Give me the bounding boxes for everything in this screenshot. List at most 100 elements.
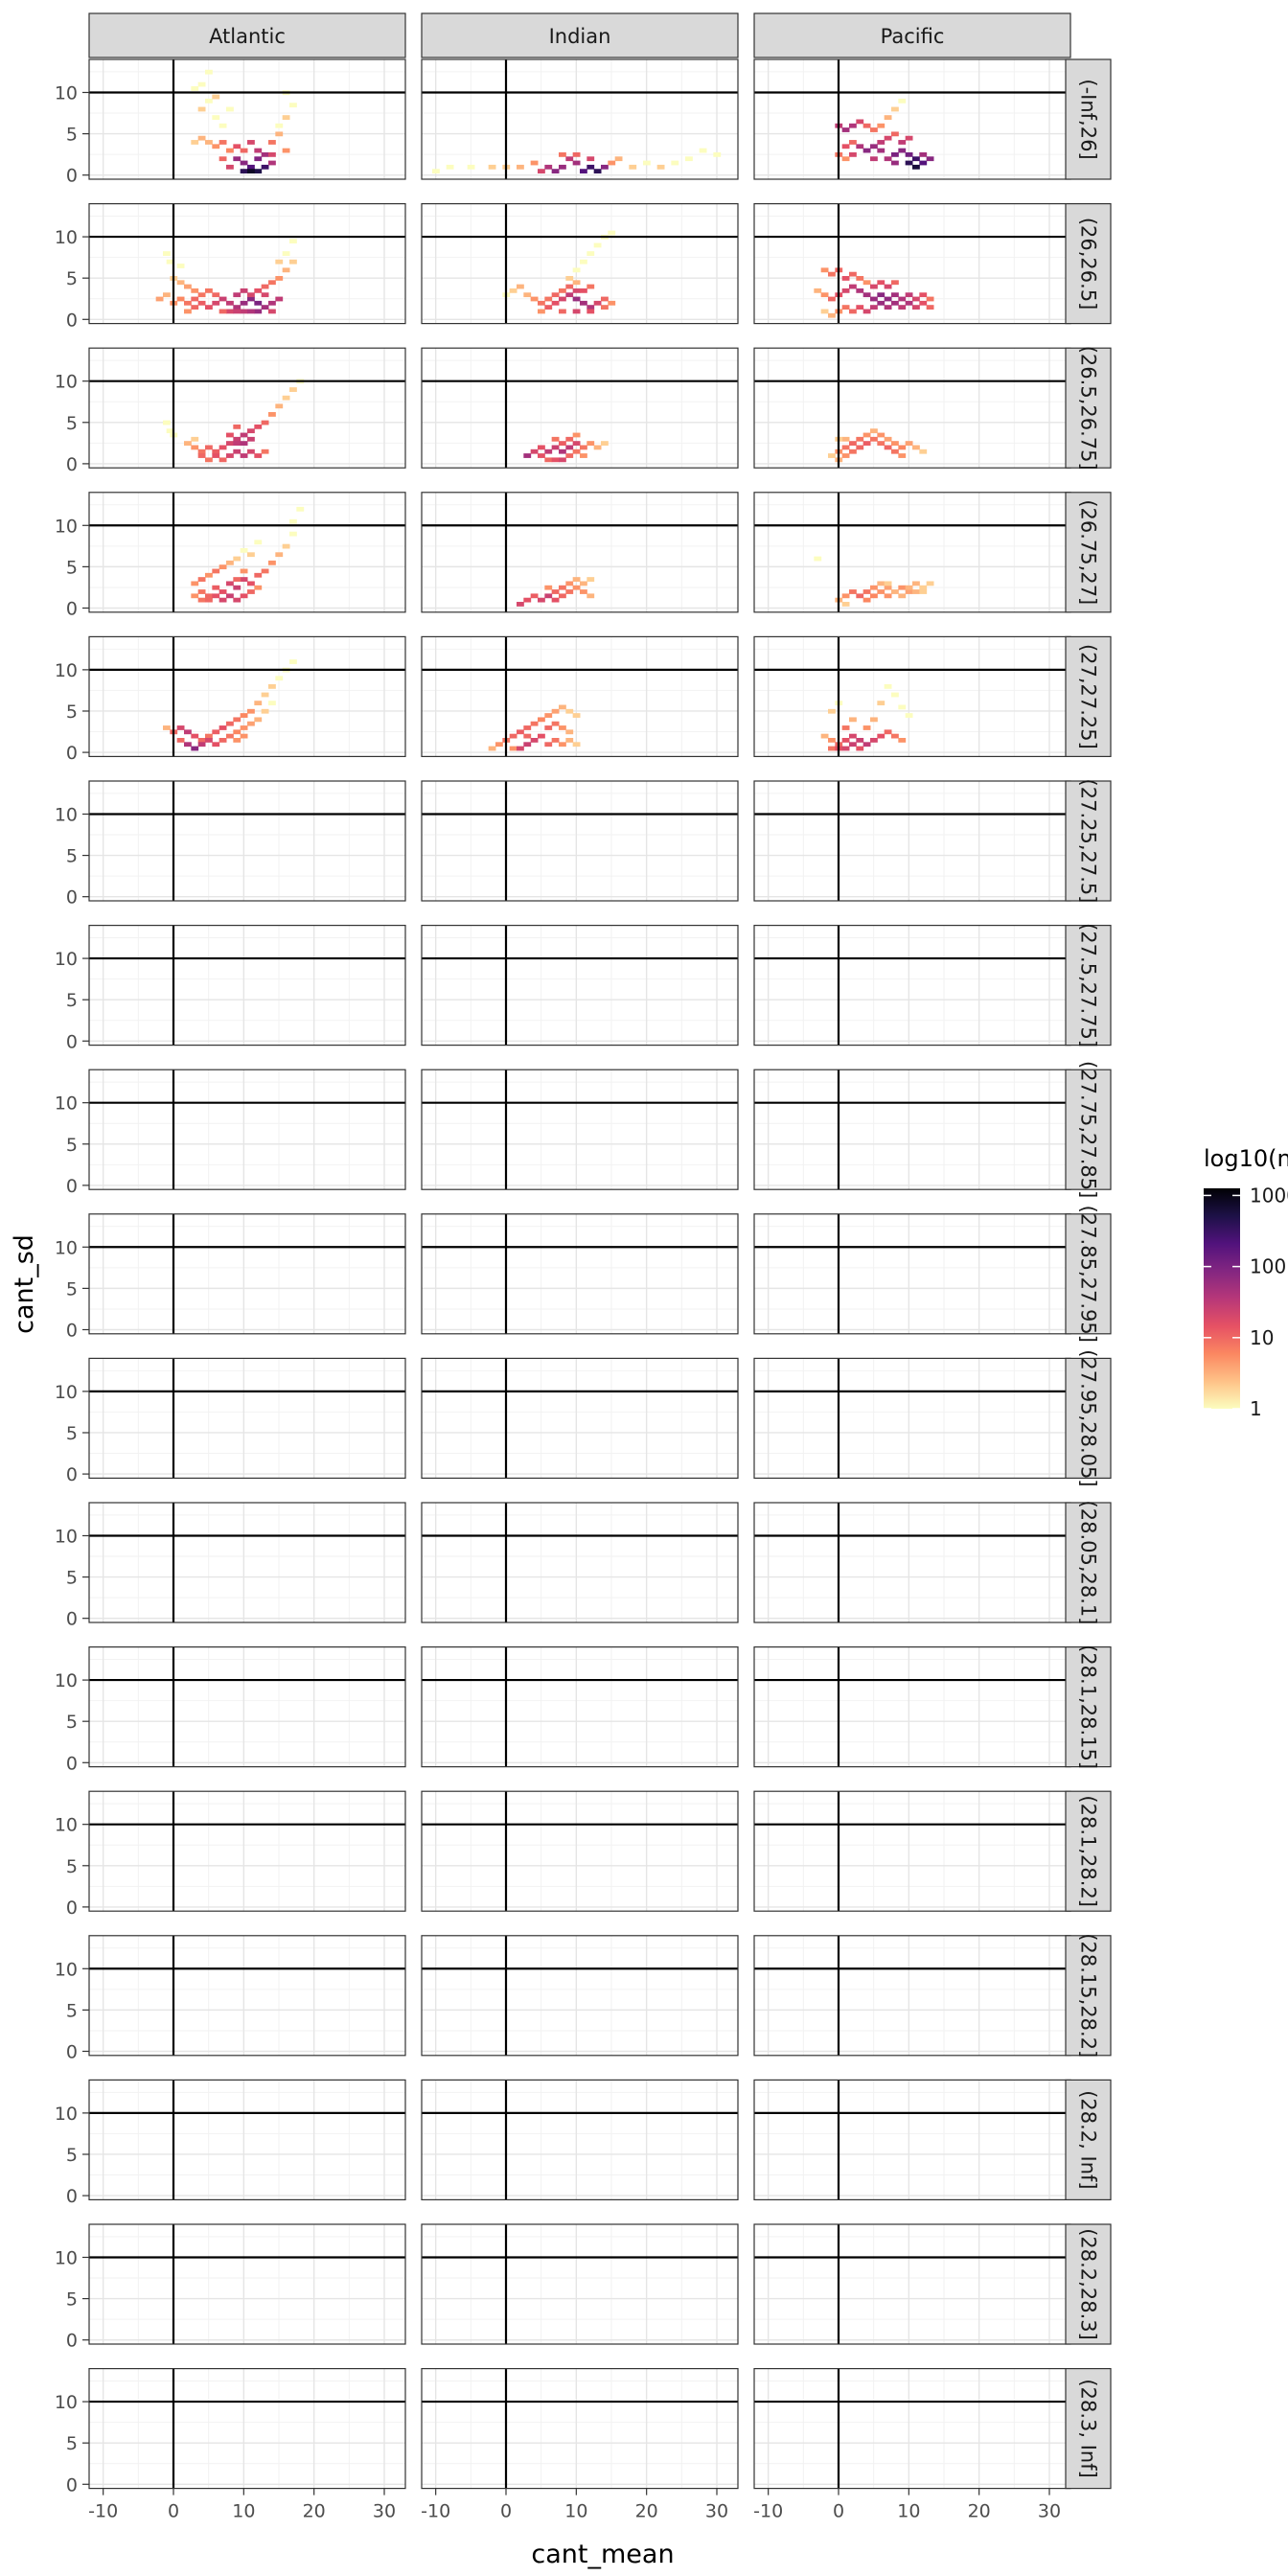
heatmap-tile — [530, 721, 539, 726]
legend-label: 10 — [1250, 1326, 1274, 1349]
heatmap-tile — [572, 441, 581, 446]
legend-label: 1000 — [1250, 1184, 1288, 1207]
panel-background — [754, 1358, 1070, 1479]
heatmap-tile — [912, 589, 920, 594]
heatmap-tile — [608, 160, 616, 166]
panel-background — [754, 781, 1070, 901]
panel-background — [89, 636, 405, 757]
row-strip-background — [1065, 780, 1112, 902]
heatmap-tile — [275, 131, 284, 137]
heatmap-tile — [197, 106, 206, 112]
x-tick-label: 20 — [303, 2501, 326, 2522]
heatmap-tile — [240, 288, 248, 293]
heatmap-tile — [905, 292, 913, 298]
y-tick-label: 5 — [66, 1712, 78, 1733]
heatmap-tile — [268, 300, 276, 306]
y-tick-label: 10 — [55, 1382, 78, 1403]
heatmap-tile — [572, 309, 581, 314]
heatmap-tile — [184, 742, 192, 748]
heatmap-tile — [841, 436, 850, 442]
heatmap-tile — [233, 597, 242, 603]
heatmap-tile — [247, 448, 255, 454]
heatmap-tile — [233, 585, 242, 590]
heatmap-tile — [289, 659, 297, 664]
heatmap-tile — [205, 457, 213, 463]
panel-border — [88, 780, 406, 902]
panel-7-1 — [421, 1069, 739, 1190]
heatmap-tile — [218, 597, 227, 603]
heatmap-tile — [205, 305, 213, 310]
heatmap-tile — [565, 292, 574, 298]
panel-border — [421, 1357, 739, 1480]
heatmap-tile — [544, 585, 553, 590]
panel-border — [88, 1069, 406, 1190]
heatmap-tile — [233, 305, 242, 310]
heatmap-tile — [176, 296, 185, 302]
legend-title: log10(n) — [1204, 1145, 1288, 1172]
heatmap-tile — [289, 239, 297, 244]
heatmap-tile — [289, 387, 297, 392]
heatmap-tile — [870, 717, 878, 723]
heatmap-tile — [247, 428, 255, 434]
heatmap-tile — [212, 300, 220, 306]
heatmap-tile — [191, 296, 199, 302]
heatmap-tile — [614, 156, 623, 162]
heatmap-tile — [538, 597, 545, 603]
heatmap-tile — [912, 296, 920, 302]
heatmap-tile — [163, 725, 171, 730]
y-tick-label: 5 — [66, 2145, 78, 2166]
panel-border — [421, 203, 739, 325]
row-strip: (27.25,27.5] — [1065, 779, 1112, 903]
heatmap-tile — [254, 148, 263, 153]
heatmap-tile — [530, 296, 539, 302]
row-strip-label: (28.2,28.3] — [1077, 2228, 1100, 2340]
heatmap-tile — [841, 144, 850, 150]
panel-border — [88, 1357, 406, 1480]
heatmap-tile — [559, 288, 566, 293]
heatmap-tile — [226, 453, 234, 458]
column-strip-label: Atlantic — [209, 25, 286, 48]
x-axis-title: cant_mean — [531, 2540, 674, 2569]
heatmap-tile — [176, 725, 185, 730]
fill-legend: log10(n) 1000 100 10 1 — [1204, 1145, 1288, 1420]
y-tick-label: 10 — [55, 1526, 78, 1547]
heatmap-tile — [240, 568, 248, 574]
heatmap-tile — [898, 453, 907, 458]
y-tick-label: 5 — [66, 125, 78, 146]
panel-background — [422, 1646, 738, 1767]
heatmap-tile — [862, 280, 871, 286]
panel-background — [754, 1070, 1070, 1190]
heatmap-tile — [289, 531, 297, 537]
heatmap-tile — [849, 441, 857, 446]
heatmap-tile — [919, 160, 928, 166]
heatmap-tile — [254, 701, 263, 706]
panel-border — [88, 2368, 406, 2490]
y-tick-label: 0 — [66, 1031, 78, 1052]
panel-background — [89, 1070, 405, 1190]
heatmap-tile — [233, 717, 242, 723]
panel-3-0 — [88, 492, 406, 613]
y-tick-label: 5 — [66, 2289, 78, 2311]
panel-background — [422, 2080, 738, 2200]
heatmap-tile — [212, 585, 220, 590]
heatmap-tile — [197, 81, 206, 87]
panel-background — [89, 1791, 405, 1912]
heatmap-tile — [551, 721, 560, 726]
row-strip-label: (28.3, Inf] — [1077, 2379, 1100, 2477]
heatmap-tile — [586, 593, 595, 599]
heatmap-tile — [261, 448, 269, 454]
panel-background — [422, 492, 738, 612]
panel-14-2 — [753, 2079, 1071, 2200]
column-strips: Atlantic Indian Pacific — [88, 12, 1071, 58]
row-strip-background — [1065, 1069, 1112, 1190]
heatmap-tile — [849, 733, 857, 739]
heatmap-tile — [586, 305, 595, 310]
heatmap-tile — [254, 540, 263, 545]
y-tick-label: 0 — [66, 743, 78, 764]
y-tick-label: 0 — [66, 2331, 78, 2352]
heatmap-tile — [565, 453, 574, 458]
y-tick-label: 5 — [66, 557, 78, 578]
heatmap-tile — [559, 704, 566, 710]
heatmap-tile — [538, 717, 545, 723]
